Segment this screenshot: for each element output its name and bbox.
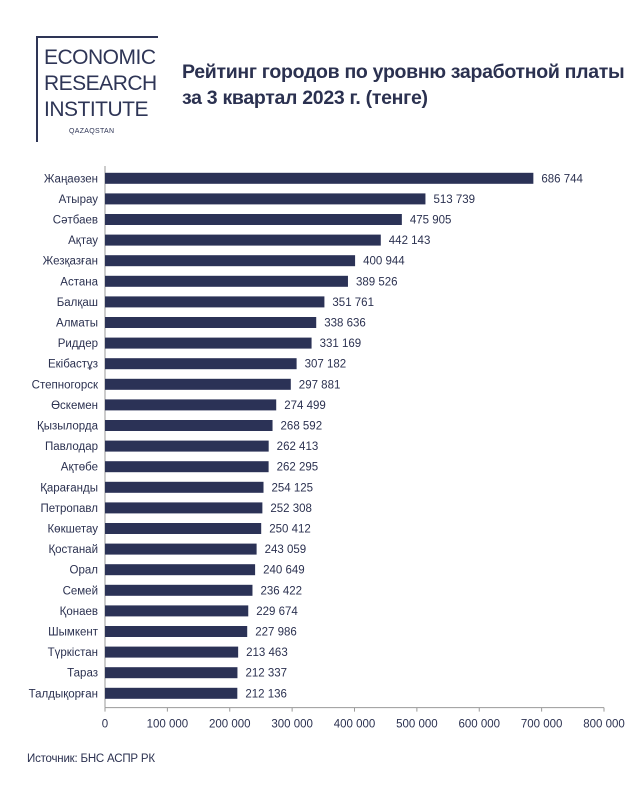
x-tick-label: 700 000: [521, 719, 563, 731]
bar: [105, 646, 239, 658]
category-label: Риддер: [58, 338, 98, 350]
logo-text-research: RESEARCH: [44, 72, 157, 95]
bar: [105, 378, 291, 390]
bar: [105, 296, 325, 308]
bar: [105, 584, 253, 596]
bar: [105, 399, 277, 411]
data-label: 400 944: [363, 256, 405, 268]
bar: [105, 626, 248, 637]
data-label: 268 592: [281, 421, 323, 433]
bar: [105, 193, 426, 205]
chart-title-line-1: Рейтинг городов по уровню заработной пла…: [182, 61, 625, 83]
data-label: 262 413: [277, 441, 319, 453]
bar: [105, 543, 257, 555]
bar: [105, 687, 238, 699]
category-label: Ақтау: [68, 235, 98, 247]
category-label: Павлодар: [45, 441, 98, 453]
data-label: 274 499: [284, 400, 326, 412]
source-note: Источник: БНС АСПР РК: [27, 753, 155, 765]
logo: ECONOMIC RESEARCH INSTITUTE QAZAQSTAN: [36, 36, 158, 142]
category-label: Жаңаөзен: [44, 173, 98, 185]
x-tick-label: 500 000: [396, 719, 438, 731]
data-label: 243 059: [265, 544, 307, 556]
data-label: 229 674: [256, 606, 298, 618]
data-label: 212 136: [245, 688, 287, 700]
bar: [105, 172, 534, 184]
category-label: Қарағанды: [40, 482, 98, 494]
bar: [105, 502, 263, 514]
data-label: 442 143: [389, 235, 431, 247]
category-label: Шымкент: [48, 627, 99, 639]
data-label: 262 295: [277, 462, 319, 474]
category-label: Ақтөбе: [61, 462, 98, 474]
data-label: 250 412: [269, 524, 311, 536]
category-label: Қызылорда: [37, 421, 99, 433]
category-label: Екібастұз: [48, 359, 98, 371]
logo-text-qazaqstan: QAZAQSTAN: [69, 128, 115, 135]
data-label: 513 739: [433, 194, 475, 206]
category-label: Жезқазған: [43, 256, 98, 268]
category-label: Орал: [70, 565, 98, 577]
data-label: 227 986: [255, 627, 297, 639]
bar: [105, 564, 256, 576]
category-label: Атырау: [59, 194, 99, 206]
data-label: 213 463: [246, 647, 288, 659]
data-label: 297 881: [299, 379, 341, 391]
category-label: Тараз: [67, 668, 98, 680]
bar: [105, 234, 381, 246]
bar: [105, 461, 269, 473]
logo-text-economic: ECONOMIC: [44, 46, 156, 69]
bar: [105, 214, 402, 225]
category-label: Қонаев: [60, 606, 98, 618]
category-label: Семей: [63, 585, 98, 597]
data-label: 686 744: [541, 173, 583, 185]
data-label: 212 337: [245, 668, 287, 680]
bar: [105, 275, 348, 287]
category-label: Петропавл: [40, 503, 98, 515]
bar: [105, 317, 317, 328]
category-label: Астана: [60, 276, 98, 288]
data-label: 331 169: [320, 338, 362, 350]
bar: [105, 337, 312, 349]
chart-title-line-2: за 3 квартал 2023 г. (тенге): [182, 87, 428, 109]
bar: [105, 358, 297, 370]
category-label: Сәтбаев: [53, 215, 98, 227]
category-label: Көкшетау: [47, 524, 98, 536]
chart-title: Рейтинг городов по уровню заработной пла…: [182, 59, 625, 111]
bar: [105, 667, 238, 679]
bar: [105, 255, 356, 267]
data-label: 240 649: [263, 565, 305, 577]
data-label: 351 761: [332, 297, 374, 309]
bar: [105, 481, 264, 493]
category-label: Балқаш: [57, 297, 98, 309]
category-label: Алматы: [56, 318, 98, 330]
x-tick-label: 800 000: [583, 719, 625, 731]
x-tick-label: 300 000: [271, 719, 313, 731]
data-label: 236 422: [260, 585, 302, 597]
category-label: Степногорск: [32, 379, 99, 391]
x-tick-label: 600 000: [458, 719, 500, 731]
category-label: Түркістан: [48, 647, 98, 659]
category-label: Қостанай: [48, 544, 98, 556]
bar: [105, 420, 273, 431]
bar-chart: Жаңаөзен 686 744 Атырау 513 739 Сәтбаев 475 9…: [29, 166, 625, 731]
bar: [105, 523, 262, 534]
x-tick-label: 200 000: [209, 719, 251, 731]
x-tick-label: 400 000: [334, 719, 376, 731]
data-label: 252 308: [270, 503, 312, 515]
data-label: 254 125: [272, 482, 314, 494]
x-tick-label: 0: [102, 719, 108, 731]
logo-text-institute: INSTITUTE: [44, 98, 149, 121]
category-label: Өскемен: [51, 400, 98, 412]
category-label: Талдықорған: [29, 688, 98, 700]
data-label: 475 905: [410, 215, 452, 227]
bar: [105, 440, 269, 452]
data-label: 307 182: [305, 359, 347, 371]
bar: [105, 605, 249, 617]
data-label: 389 526: [356, 276, 398, 288]
x-tick-label: 100 000: [147, 719, 189, 731]
data-label: 338 636: [324, 318, 366, 330]
